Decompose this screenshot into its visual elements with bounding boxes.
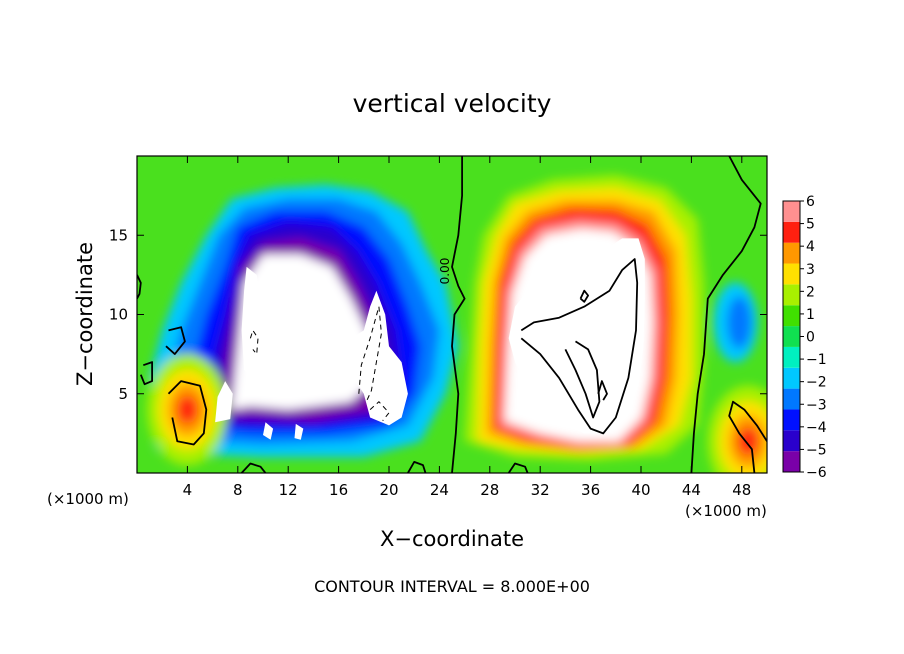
zero-contour-line (165, 326, 186, 356)
x-tick-label: 20 (379, 481, 398, 499)
contour-lines (137, 156, 767, 473)
colorbar-tick-label: 4 (806, 239, 815, 255)
x-unit-left: (×1000 m) (47, 490, 129, 508)
x-tick-label: 8 (233, 481, 243, 499)
x-axis-title: X−coordinate (380, 527, 524, 551)
zero-contour-line (451, 156, 466, 473)
colorbar-swatch (783, 201, 800, 222)
x-tick-label: 36 (581, 481, 600, 499)
negative-contour-line (369, 401, 390, 422)
colorbar-tick-label: 2 (806, 284, 815, 300)
x-unit-right: (×1000 m) (685, 502, 767, 520)
colorbar-tick-label: −6 (806, 465, 827, 481)
downdraft-core (275, 266, 292, 304)
colorbar-tick-label: 1 (806, 307, 815, 323)
zero-contour-line (240, 462, 267, 473)
downdraft-core (294, 423, 304, 440)
colorbar-tick-label: −1 (806, 352, 827, 368)
edge-negative-patch (727, 296, 752, 349)
x-tick-label: 44 (682, 481, 701, 499)
positive-cell-level (177, 395, 198, 424)
zero-contour-line (690, 156, 762, 473)
x-tick-label: 12 (279, 481, 298, 499)
colorbar-swatch (783, 388, 800, 410)
x-tick-label: 40 (631, 481, 650, 499)
colorbar-swatch (783, 409, 800, 431)
zero-contour-line (137, 274, 142, 300)
zero-contour-line (728, 400, 767, 473)
colorbar-tick-label: 6 (806, 194, 815, 210)
velocity-field (147, 175, 767, 473)
zero-contour-line (507, 462, 529, 473)
x-tick-label: 48 (732, 481, 751, 499)
colorbar-tick-label: 3 (806, 262, 815, 278)
chart-title: vertical velocity (353, 89, 552, 118)
colorbar-tick-label: −4 (806, 420, 827, 436)
downdraft-core (344, 290, 408, 426)
downdraft-core (241, 266, 270, 378)
y-tick-label: 10 (109, 306, 128, 324)
downdraft-level (231, 254, 377, 410)
x-tick-label: 4 (183, 481, 193, 499)
colorbar-tick-label: 5 (806, 217, 815, 233)
y-tick-label: 15 (109, 226, 128, 244)
colorbar: 6 5 4 3 2 1 0 −1 −2 −3 −4 −5 −6 (782, 194, 827, 481)
colorbar-swatch (783, 221, 800, 243)
x-tick-label: 28 (480, 481, 499, 499)
colorbar-tick-label: 0 (806, 330, 815, 346)
positive-contour-line (564, 340, 601, 419)
x-tick-label: 16 (329, 481, 348, 499)
colorbar-swatch (783, 242, 800, 264)
positive-contour-line (520, 258, 639, 435)
positive-contour-line (579, 289, 589, 303)
positive-contour-line (597, 380, 608, 401)
colorbar-tick-label: −2 (806, 375, 827, 391)
downdraft-core (263, 422, 274, 440)
colorbar-swatch (783, 263, 800, 285)
plot-area (137, 156, 767, 473)
colorbar-swatch (783, 284, 800, 306)
contour-interval-note: CONTOUR INTERVAL = 8.000E+00 (314, 577, 590, 596)
zero-contour-line (167, 380, 208, 446)
colorbar-tick-label: −5 (806, 442, 827, 458)
y-axis-title: Z−coordinate (73, 242, 97, 386)
zero-contour-line (139, 361, 154, 386)
positive-cell-level (738, 427, 759, 456)
x-tick-label: 32 (531, 481, 550, 499)
zero-contour-line (407, 460, 427, 473)
colorbar-swatch (783, 451, 800, 472)
x-axis: 4 8 12 16 20 24 28 32 36 40 44 48 (183, 156, 751, 499)
colorbar-swatch (783, 305, 800, 327)
contour-label: 0.00 (438, 258, 452, 285)
colorbar-swatch (783, 346, 800, 368)
colorbar-tick-label: −3 (806, 397, 827, 413)
y-axis: 5 10 15 (109, 226, 767, 403)
negative-contour-line (358, 306, 382, 402)
y-tick-label: 5 (118, 385, 128, 403)
x-tick-label: 24 (430, 481, 449, 499)
downdraft-core (295, 270, 339, 331)
colorbar-swatch (783, 430, 800, 452)
colorbar-swatch (783, 326, 800, 347)
colorbar-swatch (783, 367, 800, 389)
downdraft-core (215, 381, 233, 423)
